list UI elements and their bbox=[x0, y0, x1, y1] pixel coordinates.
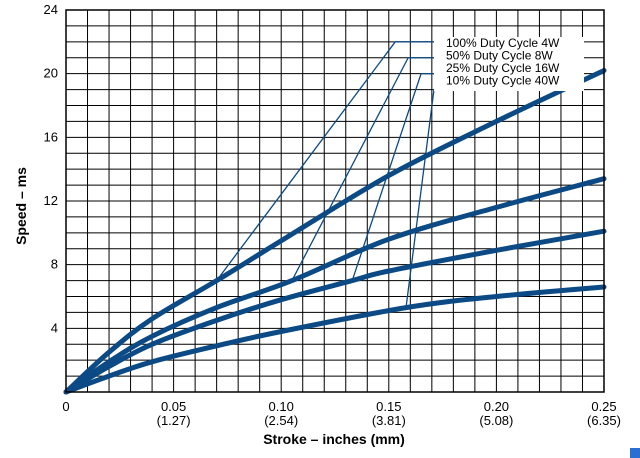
series-line-4 bbox=[63, 284, 607, 395]
x-tick-label-0: 0 bbox=[62, 399, 69, 414]
leader-line-4 bbox=[405, 88, 444, 308]
series-line-3 bbox=[63, 228, 607, 395]
x-tick-sublabel-5: (6.35) bbox=[587, 413, 621, 428]
x-tick-sublabel-2: (2.54) bbox=[264, 413, 298, 428]
y-axis-label: Speed – ms bbox=[13, 167, 29, 245]
legend-entry-3: 25% Duty Cycle 16W bbox=[446, 61, 560, 75]
x-tick-labels: 0 0.05(1.27) 0.10(2.54) 0.15(3.81) 0.20(5.08… bbox=[62, 399, 621, 428]
x-tick-label-3: 0.15 bbox=[376, 399, 401, 414]
y-tick-label-5: 24 bbox=[44, 2, 58, 17]
y-tick-label-3: 16 bbox=[44, 129, 58, 144]
series-line-1 bbox=[63, 68, 607, 395]
plot-frame bbox=[65, 9, 605, 393]
corner-square-mark bbox=[630, 448, 640, 458]
y-tick-label-1: 8 bbox=[51, 257, 58, 272]
leader-line-1 bbox=[216, 41, 444, 281]
legend-background bbox=[434, 37, 584, 91]
y-tick-label-4: 20 bbox=[44, 66, 58, 81]
legend-entry-4: 10% Duty Cycle 40W bbox=[446, 74, 560, 88]
legend-entry-2: 50% Duty Cycle 8W bbox=[446, 49, 553, 63]
x-tick-sublabel-3: (3.81) bbox=[372, 413, 406, 428]
x-axis-label: Stroke – inches (mm) bbox=[263, 431, 405, 447]
series-lines bbox=[63, 68, 607, 395]
x-tick-label-1: 0.05 bbox=[161, 399, 186, 414]
x-tick-label-2: 0.10 bbox=[269, 399, 294, 414]
x-tick-sublabel-4: (5.08) bbox=[479, 413, 513, 428]
y-tick-label-2: 12 bbox=[44, 193, 58, 208]
series-line-2 bbox=[63, 176, 607, 395]
y-tick-label-0: 4 bbox=[51, 320, 58, 335]
x-tick-label-4: 0.20 bbox=[484, 399, 509, 414]
x-tick-label-5: 0.25 bbox=[591, 399, 616, 414]
leader-line-2 bbox=[291, 57, 444, 281]
y-tick-labels: 4 8 12 16 20 24 bbox=[44, 2, 58, 335]
x-tick-sublabel-1: (1.27) bbox=[157, 413, 191, 428]
legend-entry-1: 100% Duty Cycle 4W bbox=[446, 36, 560, 50]
